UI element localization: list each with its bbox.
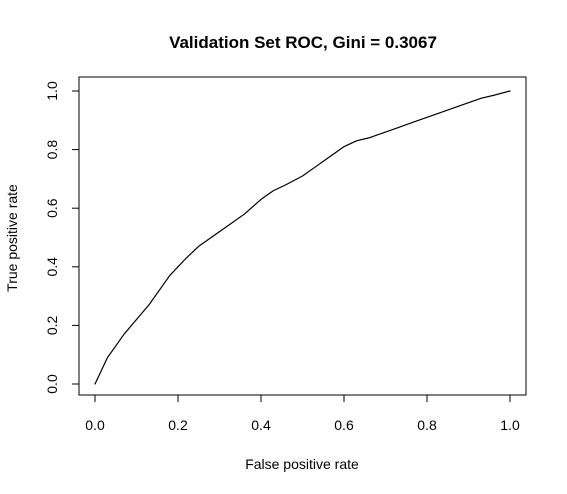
x-axis: 0.0 0.2 0.4 0.6 0.8 1.0 — [85, 394, 520, 433]
x-tick-label: 0.4 — [251, 417, 271, 433]
x-tick-label: 0.8 — [417, 417, 437, 433]
x-tick-label: 1.0 — [500, 417, 520, 433]
y-tick-label: 0.2 — [44, 315, 60, 335]
y-tick-label: 0.8 — [44, 140, 60, 160]
roc-curve — [94, 90, 511, 385]
x-tick-label: 0.0 — [85, 417, 105, 433]
x-tick-label: 0.2 — [168, 417, 188, 433]
y-tick-label: 0.6 — [44, 198, 60, 218]
x-tick-label: 0.6 — [334, 417, 354, 433]
y-axis: 0.0 0.2 0.4 0.6 0.8 1.0 — [44, 81, 80, 394]
y-tick-label: 0.4 — [44, 257, 60, 277]
x-axis-label: False positive rate — [245, 456, 359, 472]
y-tick-label: 1.0 — [44, 81, 60, 101]
y-axis-label: True positive rate — [4, 184, 20, 292]
y-tick-label: 0.0 — [44, 374, 60, 394]
chart-title: Validation Set ROC, Gini = 0.3067 — [169, 33, 437, 52]
